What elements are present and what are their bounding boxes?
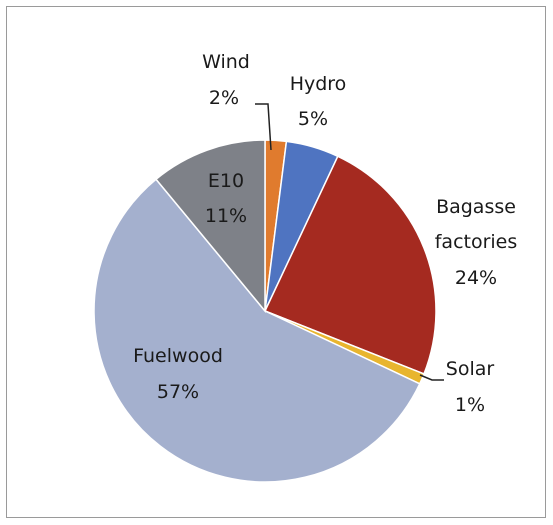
- pie-slice-fuelwood: [93, 178, 421, 483]
- leader-line-solar: [419, 374, 444, 381]
- pie-slice-bagasse-factories: [263, 155, 437, 375]
- slice-value-hydro: 5%: [298, 108, 328, 130]
- pie-slice-e10: [154, 139, 266, 314]
- slice-value-solar: 1%: [455, 394, 485, 416]
- leader-line-wind: [255, 103, 272, 151]
- slice-label-e10: E10: [208, 170, 244, 192]
- slice-value-fuelwood: 57%: [157, 381, 199, 403]
- leader-lines: [255, 103, 444, 381]
- slice-label-solar: Solar: [446, 358, 495, 380]
- slice-label-bagasse-line2: factories: [435, 231, 518, 253]
- slice-label-fuelwood: Fuelwood: [133, 345, 223, 367]
- slice-value-bagasse: 24%: [455, 267, 497, 289]
- slice-label-hydro: Hydro: [290, 73, 347, 95]
- pie-slices: [93, 139, 437, 483]
- slice-value-e10: 11%: [205, 205, 247, 227]
- slice-label-bagasse-line1: Bagasse: [436, 196, 516, 218]
- slice-label-wind: Wind: [202, 51, 250, 73]
- slice-value-wind: 2%: [209, 87, 239, 109]
